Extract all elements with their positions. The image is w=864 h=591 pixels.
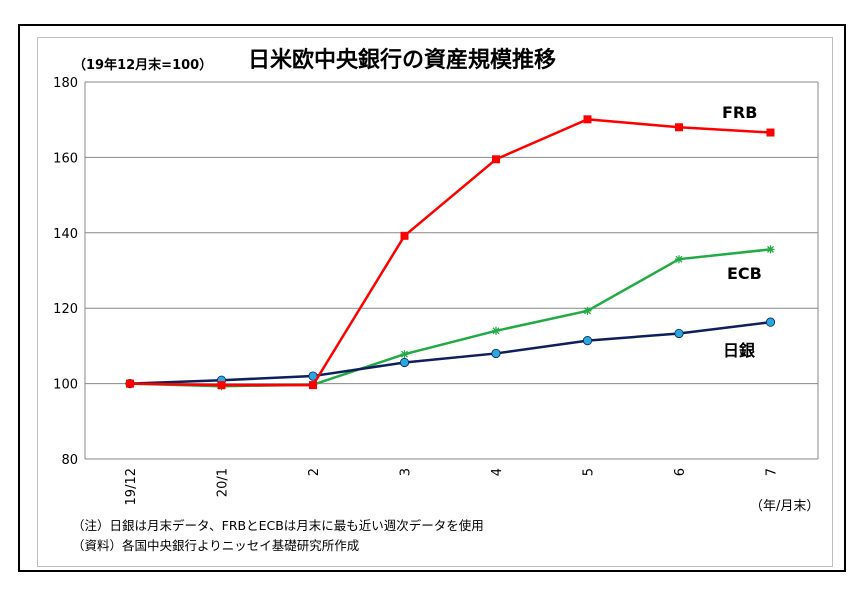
series-label-ECB: ECB xyxy=(727,264,762,283)
data-point xyxy=(674,328,684,339)
series-日銀 xyxy=(125,317,776,389)
data-point xyxy=(217,381,226,390)
data-point xyxy=(765,317,776,327)
series-group xyxy=(125,115,776,391)
unit-note: （19年12月末=100） xyxy=(73,57,212,73)
series-FRB xyxy=(126,115,775,390)
note-line: （注）日銀は月末データ、FRBとECBは月末に最も近い週次データを使用 xyxy=(72,518,484,533)
y-tick-label: 120 xyxy=(53,302,78,317)
source-line: （資料）各国中央銀行よりニッセイ基礎研究所作成 xyxy=(72,538,359,553)
data-point xyxy=(582,336,593,346)
data-point xyxy=(583,115,592,124)
y-tick-label: 100 xyxy=(53,378,78,393)
y-axis-ticks: 80 100 120 140 160 180 xyxy=(53,76,78,468)
data-point xyxy=(675,255,683,264)
x-tick-label: 19/12 xyxy=(124,468,139,505)
series-line xyxy=(129,248,771,388)
series-label-日銀: 日銀 xyxy=(723,341,755,360)
x-axis-label: （年/月末） xyxy=(750,499,819,514)
series-ECB xyxy=(126,245,775,391)
data-point xyxy=(399,357,410,368)
x-tick-label: 6 xyxy=(673,468,688,476)
chart-area-border xyxy=(37,37,833,567)
gridlines xyxy=(84,81,819,460)
data-point xyxy=(126,379,134,388)
y-tick-label: 160 xyxy=(53,151,78,166)
chart-title: 日米欧中央銀行の資産規模推移 xyxy=(248,47,556,73)
data-point xyxy=(491,348,501,359)
x-tick-label: 2 xyxy=(307,468,322,476)
x-tick-label: 20/1 xyxy=(216,468,231,497)
y-tick-label: 140 xyxy=(53,227,78,242)
x-tick-label: 3 xyxy=(399,468,414,476)
series-labels: FRB ECB 日銀 xyxy=(722,103,762,360)
data-point xyxy=(583,306,592,315)
data-point xyxy=(492,155,500,164)
series-line xyxy=(129,320,771,385)
series-line xyxy=(129,118,771,387)
data-point xyxy=(766,245,775,254)
x-tick-label: 7 xyxy=(765,468,780,476)
data-point xyxy=(766,128,775,137)
data-point xyxy=(675,123,683,132)
series-label-FRB: FRB xyxy=(722,103,757,122)
outer-frame xyxy=(18,24,846,572)
x-axis-ticks: 19/12 20/1 2 3 4 5 6 7 xyxy=(124,468,780,505)
x-tick-label: 5 xyxy=(582,468,597,476)
data-point xyxy=(400,231,409,240)
data-point xyxy=(309,381,317,390)
x-tick-label: 4 xyxy=(490,468,505,476)
data-point xyxy=(400,350,409,359)
data-point xyxy=(492,326,500,335)
y-tick-label: 180 xyxy=(53,76,78,91)
y-tick-label: 80 xyxy=(61,453,78,468)
